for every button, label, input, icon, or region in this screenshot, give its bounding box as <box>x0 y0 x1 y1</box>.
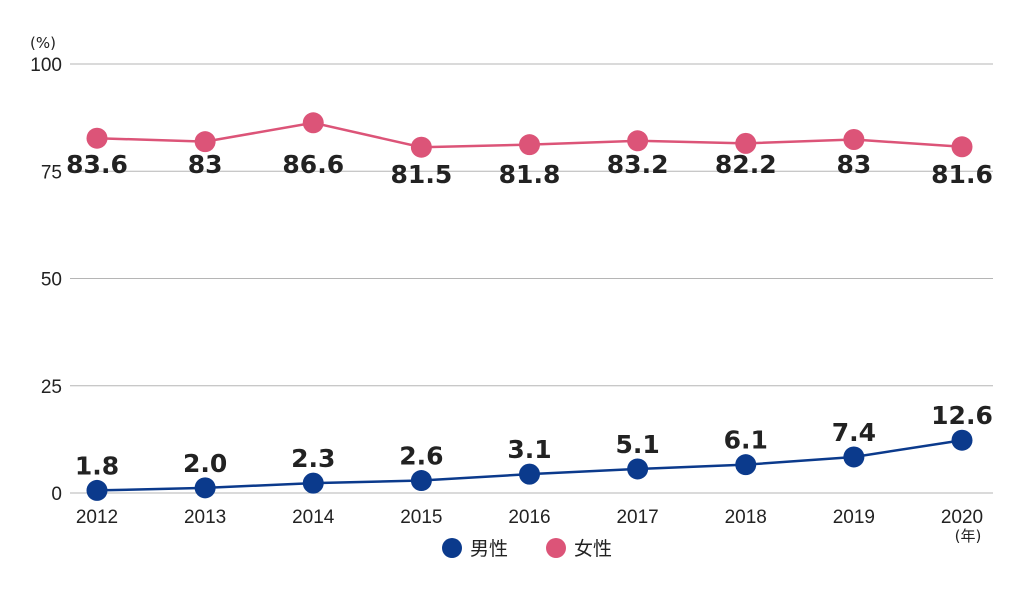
data-point <box>410 136 432 158</box>
data-label: 7.4 <box>832 418 876 447</box>
data-point <box>735 454 757 476</box>
data-point <box>410 470 432 492</box>
x-tick-label: 2012 <box>76 507 118 528</box>
data-label: 2.0 <box>183 449 227 478</box>
data-label: 6.1 <box>724 426 768 455</box>
data-point <box>627 130 649 152</box>
data-label: 81.5 <box>391 160 453 189</box>
data-label: 3.1 <box>507 435 551 464</box>
x-tick-label: 2019 <box>833 507 875 528</box>
data-label: 83 <box>188 150 223 179</box>
data-label: 81.6 <box>931 160 993 189</box>
data-label: 83 <box>836 150 871 179</box>
y-tick-label: 0 <box>51 484 62 505</box>
data-label: 82.2 <box>715 150 777 179</box>
y-tick-label: 75 <box>41 162 62 183</box>
x-tick-label: 2017 <box>616 507 658 528</box>
data-point <box>951 429 973 451</box>
y-tick-label: 50 <box>41 270 62 291</box>
data-label: 83.2 <box>607 150 669 179</box>
data-point <box>302 472 324 494</box>
y-axis-unit: (%) <box>30 34 56 52</box>
data-point <box>86 479 108 501</box>
grid-lines <box>70 63 993 494</box>
x-axis-ticks: 2012 2013 2014 2015 2016 2017 2018 2019 2020 <box>76 507 983 528</box>
data-point <box>843 446 865 468</box>
data-label: 83.6 <box>66 150 128 179</box>
series-points <box>86 112 973 501</box>
legend: 男性 女性 <box>442 538 612 560</box>
legend-marker-female <box>546 538 566 558</box>
data-point <box>519 134 540 156</box>
x-tick-label: 2016 <box>508 507 550 528</box>
data-point <box>194 477 216 499</box>
data-label: 5.1 <box>615 430 659 459</box>
data-label: 86.6 <box>282 150 344 179</box>
legend-label-male: 男性 <box>470 538 508 560</box>
data-point <box>843 129 865 151</box>
x-tick-label: 2020 <box>941 507 983 528</box>
data-label: 1.8 <box>75 451 119 480</box>
data-label: 2.3 <box>291 444 335 473</box>
x-tick-label: 2013 <box>184 507 226 528</box>
legend-label-female: 女性 <box>574 538 612 560</box>
data-point <box>194 131 216 153</box>
data-label: 2.6 <box>399 442 443 471</box>
data-point <box>302 112 324 134</box>
data-point <box>86 127 108 149</box>
data-labels: 1.8 2.0 2.3 2.6 3.1 5.1 6.1 7.4 12.6 83.6 83 86.6 81… <box>66 150 993 480</box>
x-tick-label: 2018 <box>725 507 767 528</box>
x-axis-unit: (年) <box>955 527 982 545</box>
legend-marker-male <box>442 538 462 558</box>
data-label: 12.6 <box>931 401 993 430</box>
data-point <box>519 463 540 485</box>
data-point <box>951 136 973 158</box>
data-point <box>627 458 649 480</box>
data-label: 81.8 <box>499 160 561 189</box>
y-tick-label: 25 <box>41 377 62 398</box>
x-tick-label: 2015 <box>400 507 442 528</box>
y-axis-ticks: 0 25 50 75 100 <box>30 55 62 505</box>
data-point <box>735 132 757 154</box>
x-tick-label: 2014 <box>292 507 335 528</box>
y-tick-label: 100 <box>30 55 62 76</box>
